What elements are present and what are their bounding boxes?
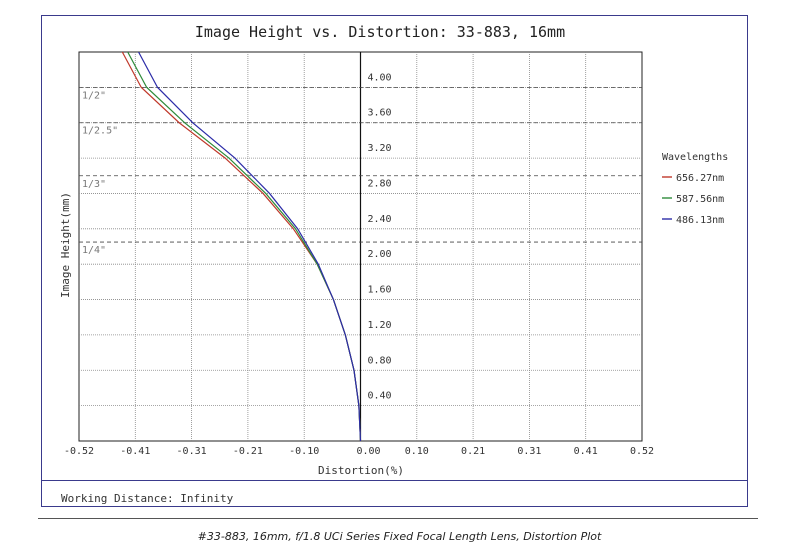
footer-divider (41, 480, 748, 481)
legend-entry: 656.27nm (676, 173, 724, 184)
x-tick-label: 0.52 (630, 446, 654, 457)
x-tick-label: 0.31 (517, 446, 541, 457)
legend-title: Wavelengths (662, 152, 728, 163)
sensor-label: 1/2.5" (82, 126, 118, 137)
series-group (121, 52, 362, 441)
y-tick-label: 3.20 (368, 143, 392, 154)
legend-entry: 587.56nm (676, 194, 724, 205)
series-line-656.27nm (121, 52, 362, 441)
sensor-size-lines: 1/2" 1/2.5" 1/3" 1/4" (79, 86, 642, 256)
working-distance-label: Working Distance: Infinity (61, 492, 234, 505)
tick-labels: -0.52 -0.41 -0.31 -0.21 -0.10 0.00 0.10 0.21 0.3… (64, 72, 654, 457)
x-tick-label: 0.41 (574, 446, 598, 457)
x-tick-label: 0.10 (405, 446, 429, 457)
chart-title: Image Height vs. Distortion: 33-883, 16m… (195, 23, 565, 41)
legend: 656.27nm 587.56nm 486.13nm (662, 173, 724, 226)
sensor-label: 1/4" (82, 245, 106, 256)
x-tick-label: 0.00 (357, 446, 381, 457)
y-axis-label: Image Height(mm) (59, 192, 72, 298)
y-tick-label: 0.40 (368, 391, 392, 402)
sensor-label: 1/3" (82, 179, 106, 190)
x-tick-label: -0.21 (233, 446, 263, 457)
y-tick-label: 3.60 (368, 108, 392, 119)
y-tick-label: 1.20 (368, 320, 392, 331)
grid (78, 51, 643, 442)
sensor-label: 1/2" (82, 90, 106, 101)
y-tick-label: 2.80 (368, 178, 392, 189)
x-tick-label: -0.52 (64, 446, 94, 457)
y-tick-label: 2.00 (368, 249, 392, 260)
y-tick-label: 0.80 (368, 355, 392, 366)
x-tick-label: -0.41 (120, 446, 150, 457)
x-tick-label: -0.10 (289, 446, 319, 457)
y-tick-label: 2.40 (368, 214, 392, 225)
caption-divider (38, 518, 758, 519)
x-tick-label: 0.21 (461, 446, 485, 457)
legend-entry: 486.13nm (676, 215, 724, 226)
x-tick-label: -0.31 (177, 446, 207, 457)
x-axis-label: Distortion(%) (318, 464, 404, 477)
chart-frame (41, 15, 748, 507)
figure-caption: #33-883, 16mm, f/1.8 UCi Series Fixed Fo… (197, 530, 602, 543)
y-tick-label: 4.00 (368, 72, 392, 83)
series-line-587.56nm (127, 52, 362, 441)
y-tick-label: 1.60 (368, 285, 392, 296)
series-line-486.13nm (138, 52, 362, 441)
